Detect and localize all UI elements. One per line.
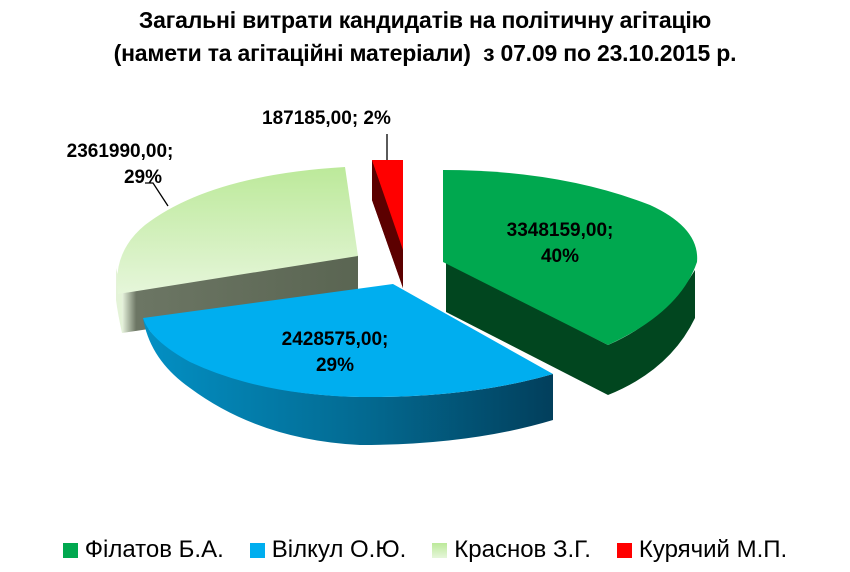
- legend-item-krasnov[interactable]: Краснов З.Г.: [432, 535, 591, 565]
- chart-title-line-2: (намети та агітаційні матеріали) з 07.09…: [113, 40, 737, 66]
- legend-swatch-icon: [62, 542, 78, 558]
- legend-item-kuryachyi[interactable]: Курячий М.П.: [616, 535, 788, 565]
- legend-swatch-icon: [616, 542, 632, 558]
- slice-kuryachyi[interactable]: [372, 160, 403, 288]
- legend-label: Вілкул О.Ю.: [271, 536, 407, 563]
- slice-filatov[interactable]: [443, 170, 698, 395]
- legend-label: Курячий М.П.: [638, 536, 788, 563]
- legend-item-vilkul[interactable]: Вілкул О.Ю.: [249, 535, 407, 565]
- leader-line-krasnov: [145, 182, 169, 207]
- legend-swatch-icon: [432, 542, 448, 558]
- slice-vilkul[interactable]: [143, 284, 553, 445]
- data-label-filatov: 3348159,00; 40%: [506, 220, 614, 267]
- data-label-kuryachyi: 187185,00; 2%: [262, 108, 391, 129]
- legend-swatch-icon: [249, 542, 265, 558]
- chart-title: Загальні витрати кандидатів на політичну…: [0, 4, 850, 70]
- data-label-vilkul: 2428575,00; 29%: [281, 329, 389, 376]
- chart-title-line-1: Загальні витрати кандидатів на політичну…: [138, 7, 712, 33]
- legend-label: Філатов Б.А.: [84, 536, 224, 563]
- legend-item-filatov[interactable]: Філатов Б.А.: [62, 535, 224, 565]
- data-label-krasnov: 2361990,00; 29%: [66, 141, 174, 188]
- legend: Філатов Б.А. Вілкул О.Ю. Краснов З.Г. Ку…: [0, 535, 850, 565]
- legend-label: Краснов З.Г.: [454, 536, 591, 563]
